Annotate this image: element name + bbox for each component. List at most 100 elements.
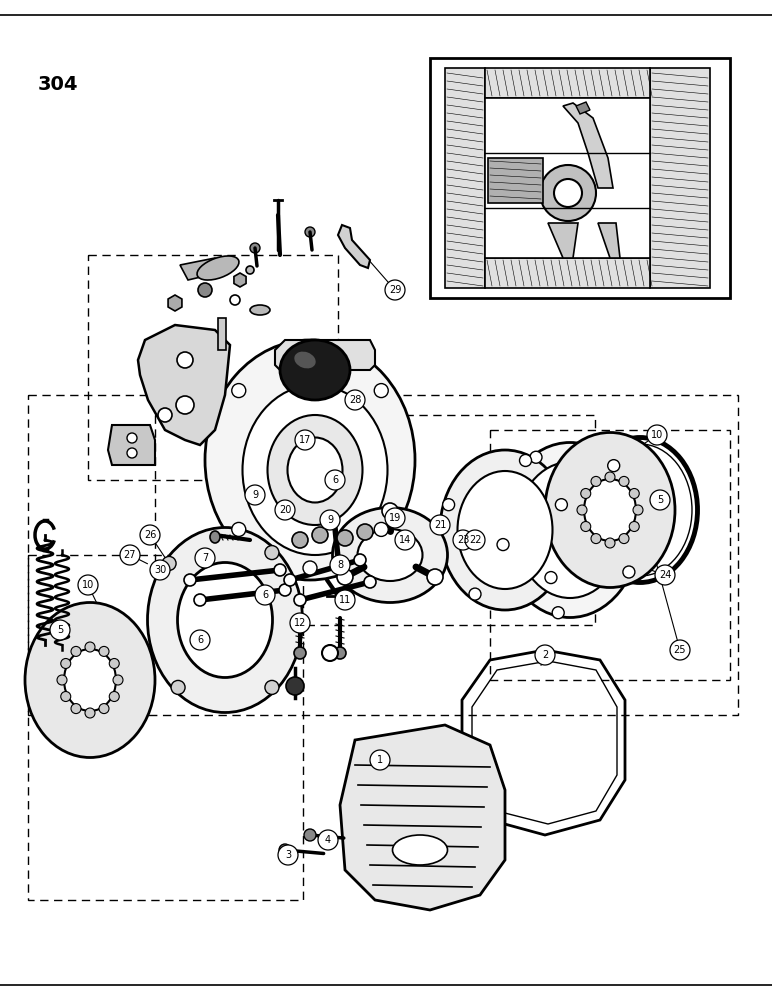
Circle shape xyxy=(232,384,245,398)
Bar xyxy=(485,98,650,258)
Polygon shape xyxy=(576,102,590,114)
Ellipse shape xyxy=(25,602,155,758)
Text: 25: 25 xyxy=(674,645,686,655)
Circle shape xyxy=(294,647,306,659)
Ellipse shape xyxy=(500,442,640,617)
Ellipse shape xyxy=(210,531,220,543)
Circle shape xyxy=(633,505,643,515)
Circle shape xyxy=(577,505,587,515)
Bar xyxy=(218,318,226,350)
Ellipse shape xyxy=(242,385,388,555)
Text: 20: 20 xyxy=(279,505,291,515)
Circle shape xyxy=(50,620,70,640)
Circle shape xyxy=(230,295,240,305)
Circle shape xyxy=(655,565,675,585)
Polygon shape xyxy=(338,225,370,268)
Text: 22: 22 xyxy=(469,535,481,545)
Ellipse shape xyxy=(205,340,415,580)
Circle shape xyxy=(162,556,176,570)
Text: 9: 9 xyxy=(252,490,258,500)
Circle shape xyxy=(113,675,123,685)
Circle shape xyxy=(364,576,376,588)
Circle shape xyxy=(265,546,279,560)
Circle shape xyxy=(535,645,555,665)
Text: 10: 10 xyxy=(82,580,94,590)
Circle shape xyxy=(195,548,215,568)
Circle shape xyxy=(303,561,317,575)
Circle shape xyxy=(177,352,193,368)
Circle shape xyxy=(190,630,210,650)
Circle shape xyxy=(245,485,265,505)
Circle shape xyxy=(278,845,298,865)
Circle shape xyxy=(520,454,531,466)
Circle shape xyxy=(357,524,373,540)
Circle shape xyxy=(71,704,81,714)
Circle shape xyxy=(453,530,473,550)
Text: 28: 28 xyxy=(349,395,361,405)
Polygon shape xyxy=(340,725,505,910)
Circle shape xyxy=(85,708,95,718)
Ellipse shape xyxy=(250,305,270,315)
Circle shape xyxy=(127,433,137,443)
Bar xyxy=(430,58,730,298)
Bar xyxy=(155,415,595,625)
Text: 8: 8 xyxy=(337,560,343,570)
Circle shape xyxy=(150,560,170,580)
Circle shape xyxy=(623,566,635,578)
Text: 14: 14 xyxy=(399,535,411,545)
Polygon shape xyxy=(650,68,710,288)
Circle shape xyxy=(374,522,388,536)
Circle shape xyxy=(334,647,346,659)
Circle shape xyxy=(385,508,405,528)
Ellipse shape xyxy=(147,528,303,712)
Polygon shape xyxy=(180,258,222,280)
Circle shape xyxy=(312,527,328,543)
Circle shape xyxy=(591,534,601,544)
Circle shape xyxy=(555,499,567,511)
Text: 24: 24 xyxy=(659,570,671,580)
Circle shape xyxy=(85,642,95,652)
Circle shape xyxy=(275,500,295,520)
Polygon shape xyxy=(598,223,620,258)
Ellipse shape xyxy=(178,562,273,678)
Ellipse shape xyxy=(268,415,363,525)
Circle shape xyxy=(140,525,160,545)
Circle shape xyxy=(581,488,591,498)
Text: 2: 2 xyxy=(542,650,548,660)
Circle shape xyxy=(581,522,591,532)
Circle shape xyxy=(335,590,355,610)
Bar xyxy=(488,158,543,203)
Circle shape xyxy=(279,584,291,596)
Circle shape xyxy=(318,830,338,850)
Circle shape xyxy=(61,692,71,702)
Bar xyxy=(28,395,738,715)
Ellipse shape xyxy=(357,529,422,581)
Ellipse shape xyxy=(197,256,239,280)
Text: 6: 6 xyxy=(197,635,203,645)
Circle shape xyxy=(286,677,304,695)
Ellipse shape xyxy=(287,438,343,502)
Circle shape xyxy=(304,829,316,841)
Text: 6: 6 xyxy=(332,475,338,485)
Circle shape xyxy=(99,704,109,714)
Circle shape xyxy=(354,554,366,566)
Text: 27: 27 xyxy=(124,550,136,560)
Circle shape xyxy=(395,530,415,550)
Circle shape xyxy=(294,594,306,606)
Circle shape xyxy=(647,425,667,445)
Text: 9: 9 xyxy=(327,515,333,525)
Polygon shape xyxy=(108,425,155,465)
Text: 5: 5 xyxy=(57,625,63,635)
Ellipse shape xyxy=(280,340,350,400)
Text: 3: 3 xyxy=(285,850,291,860)
Circle shape xyxy=(320,510,340,530)
Circle shape xyxy=(337,530,353,546)
Circle shape xyxy=(78,575,98,595)
Circle shape xyxy=(284,574,296,586)
Circle shape xyxy=(184,574,196,586)
Circle shape xyxy=(71,646,81,656)
Circle shape xyxy=(198,283,212,297)
Text: 23: 23 xyxy=(457,535,469,545)
Polygon shape xyxy=(275,340,375,370)
Circle shape xyxy=(176,396,194,414)
